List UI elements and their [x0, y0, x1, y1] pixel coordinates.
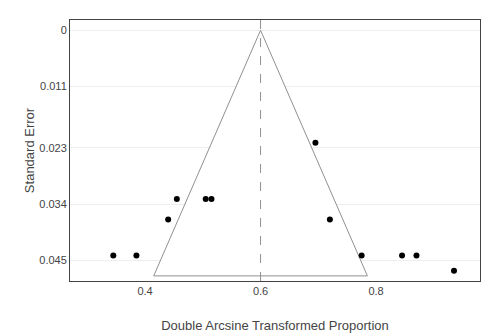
svg-text:Double Arcsine Transformed Pro: Double Arcsine Transformed Proportion	[161, 318, 389, 333]
svg-text:Standard Error: Standard Error	[22, 107, 37, 193]
svg-text:0.034: 0.034	[39, 198, 67, 210]
svg-text:0.4: 0.4	[137, 285, 152, 297]
svg-text:0.6: 0.6	[253, 285, 268, 297]
svg-text:0.045: 0.045	[39, 254, 67, 266]
svg-text:0.023: 0.023	[39, 142, 67, 154]
svg-text:0.8: 0.8	[368, 285, 383, 297]
svg-text:0: 0	[61, 24, 67, 36]
svg-text:0.011: 0.011	[40, 80, 67, 92]
